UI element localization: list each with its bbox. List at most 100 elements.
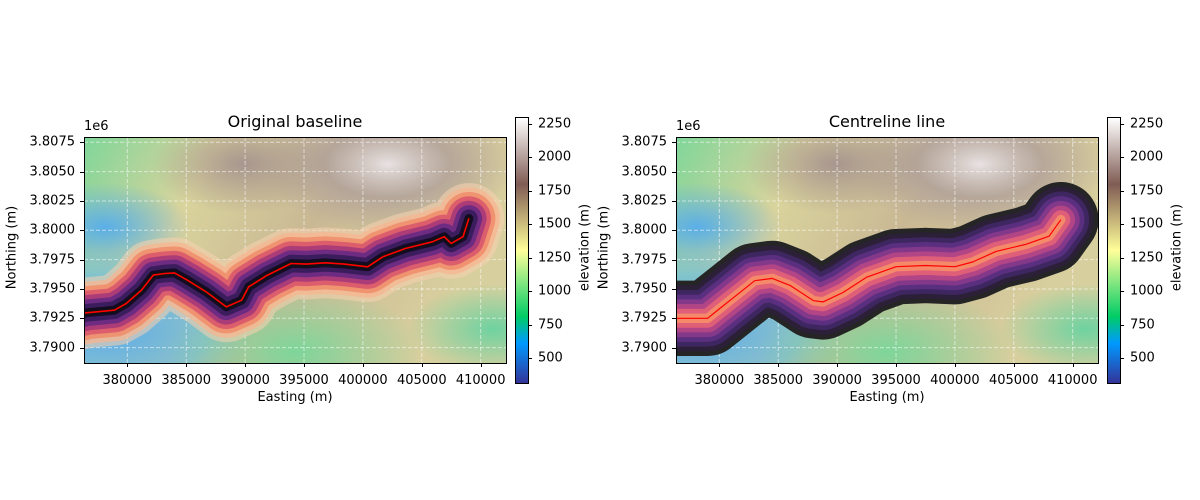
y-tick-label: 3.7975 [29,252,76,268]
colorbar-tick-mark [1120,190,1124,192]
y-tick-label: 3.8025 [29,193,76,209]
colorbar-tick-label: 1750 [538,183,572,199]
colorbar-tick-label: 2250 [1130,116,1164,132]
chart-title: Centreline line [828,112,946,131]
y-tick-mark [672,200,676,202]
y-tick-mark [672,347,676,349]
x-tick-label: 395000 [871,373,921,388]
colorbar-tick-label: 1500 [538,216,572,232]
x-tick-mark [304,363,305,367]
colorbar-tick-label: 1250 [1130,250,1164,266]
x-tick-label: 400000 [930,373,980,388]
y-tick-mark [672,259,676,261]
y-tick-mark [672,142,676,144]
colorbar-tick-label: 500 [1130,350,1155,366]
x-tick-label: 385000 [161,373,212,388]
colorbar-tick-mark [1120,257,1124,259]
x-tick-mark [896,363,897,367]
y-tick-mark [80,259,84,261]
x-tick-mark [1013,363,1015,367]
x-tick-label: 390000 [812,373,862,388]
y-tick-mark [80,171,84,173]
y-tick-label: 3.7950 [621,281,668,297]
colorbar [515,117,529,384]
y-tick-mark [672,171,676,173]
y-tick-mark [80,347,84,349]
x-tick-mark [778,363,780,367]
colorbar-label: elevation (m) [577,203,593,292]
y-tick-label: 3.8075 [621,134,668,150]
x-tick-mark [186,363,188,367]
y-tick-label: 3.8050 [621,164,668,180]
y-tick-label: 3.8025 [621,193,668,209]
x-tick-mark [362,363,364,367]
y-tick-mark [672,288,676,290]
y-offset-label: 1e6 [676,119,701,134]
map-svg [676,137,1098,363]
y-tick-label: 3.8050 [29,164,76,180]
colorbar-tick-label: 1000 [538,283,572,299]
y-tick-mark [80,142,84,144]
x-tick-mark [245,363,247,367]
baseline-path [676,219,1062,319]
y-offset-label: 1e6 [84,119,109,134]
x-tick-label: 410000 [455,373,506,388]
y-tick-label: 3.8000 [29,222,76,238]
colorbar-tick-mark [528,291,532,293]
colorbar-tick-mark [528,157,532,159]
colorbar [1107,117,1121,384]
x-tick-label: 390000 [220,373,270,388]
x-axis-label: Easting (m) [257,390,333,405]
colorbar-tick-label: 1500 [1130,216,1164,232]
y-tick-label: 3.8075 [29,134,76,150]
y-tick-label: 3.7900 [29,340,76,356]
colorbar-tick-mark [528,190,532,192]
colorbar-label: elevation (m) [1169,203,1185,292]
baseline-path [84,218,470,315]
y-tick-label: 3.7975 [621,252,668,268]
x-tick-label: 405000 [396,373,447,388]
x-tick-label: 405000 [988,373,1039,388]
colorbar-tick-label: 500 [538,350,563,366]
colorbar-tick-mark [528,324,532,326]
colorbar-tick-label: 2000 [1130,149,1164,165]
map-axes [84,137,506,363]
colorbar-tick-mark [1120,124,1124,126]
y-tick-label: 3.7925 [29,310,76,326]
panel-centreline-line: Centreline line 1e6 Easting (m) Northing… [592,0,1192,500]
y-tick-mark [80,230,84,232]
colorbar-tick-label: 2250 [538,116,572,132]
x-tick-label: 395000 [279,373,329,388]
colorbar-tick-mark [528,224,532,226]
y-tick-label: 3.7900 [621,340,668,356]
x-axis-label: Easting (m) [849,390,925,405]
y-tick-mark [672,230,676,232]
colorbar-tick-mark [1120,324,1124,326]
colorbar-tick-label: 1750 [1130,183,1164,199]
map-svg [84,137,506,363]
x-tick-label: 380000 [694,373,745,388]
colorbar-tick-mark [1120,157,1124,159]
y-tick-mark [672,318,676,320]
colorbar-tick-label: 2000 [538,149,572,165]
x-tick-mark [954,363,956,367]
colorbar-tick-mark [528,257,532,259]
colorbar-tick-mark [528,358,532,360]
x-tick-label: 400000 [338,373,388,388]
x-tick-mark [127,363,129,367]
x-tick-label: 385000 [753,373,804,388]
x-tick-mark [421,363,423,367]
map-axes [676,137,1098,363]
colorbar-tick-mark [528,124,532,126]
elevation-raster [84,137,506,363]
x-tick-label: 410000 [1047,373,1098,388]
x-tick-label: 380000 [102,373,153,388]
colorbar-tick-mark [1120,358,1124,360]
panel-original-baseline: Original baseline 1e6 Easting (m) Northi… [5,112,593,405]
y-tick-label: 3.8000 [621,222,668,238]
elevation-raster [676,137,1098,363]
x-tick-mark [480,363,482,367]
colorbar-tick-mark [1120,291,1124,293]
colorbar-tick-label: 750 [1130,317,1155,333]
colorbar-tick-label: 1250 [538,250,572,266]
